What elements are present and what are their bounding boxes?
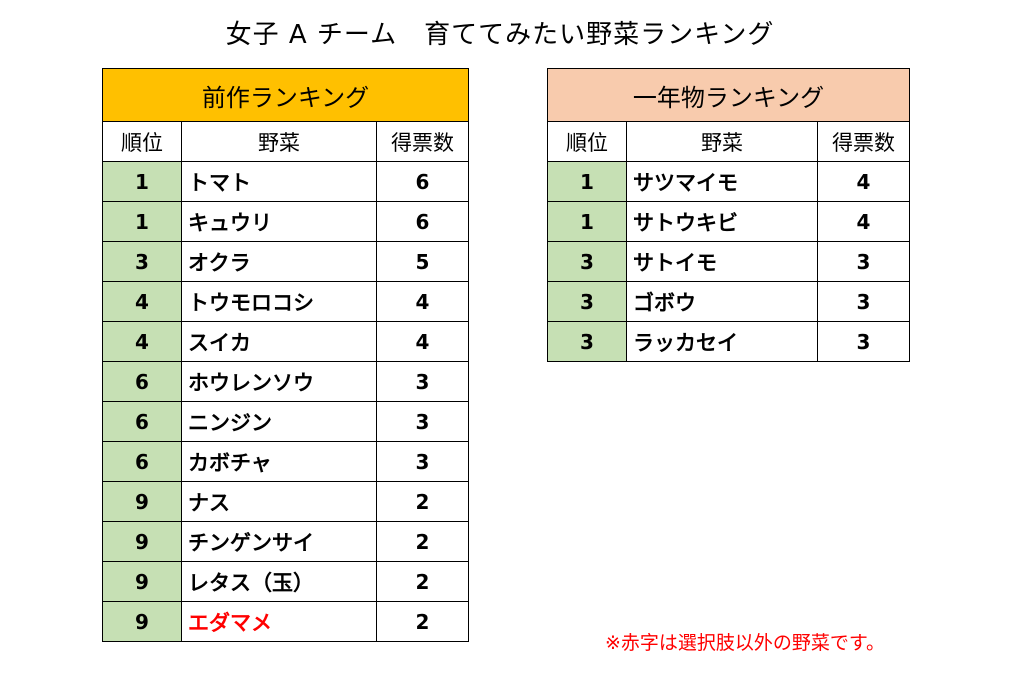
- table-row: 9 エダマメ 2: [102, 601, 469, 642]
- votes-cell: 2: [376, 521, 469, 562]
- table-row: 6 ニンジン 3: [102, 401, 469, 442]
- rank-cell: 9: [102, 601, 182, 642]
- vegetable-cell: カボチャ: [181, 441, 377, 482]
- previous-ranking-table: 前作ランキング 順位 野菜 得票数 1 トマト 6 1 キュウリ 6 3 オクラ 5 4 トウモロコ…: [102, 68, 469, 642]
- rank-cell: 9: [102, 561, 182, 602]
- vegetable-cell: サツマイモ: [626, 161, 818, 202]
- votes-cell: 3: [817, 241, 910, 282]
- votes-cell: 6: [376, 201, 469, 242]
- vegetable-cell: レタス（玉）: [181, 561, 377, 602]
- rank-cell: 6: [102, 441, 182, 482]
- column-header-rank: 順位: [547, 121, 627, 162]
- table-row: 4 トウモロコシ 4: [102, 281, 469, 322]
- rank-cell: 3: [547, 321, 627, 362]
- vegetable-cell: スイカ: [181, 321, 377, 362]
- votes-cell: 4: [817, 201, 910, 242]
- rank-cell: 4: [102, 281, 182, 322]
- rank-cell: 9: [102, 481, 182, 522]
- votes-cell: 3: [817, 321, 910, 362]
- vegetable-cell: ホウレンソウ: [181, 361, 377, 402]
- column-header-votes: 得票数: [817, 121, 910, 162]
- vegetable-cell: オクラ: [181, 241, 377, 282]
- rank-cell: 4: [102, 321, 182, 362]
- table-row: 3 サトイモ 3: [547, 241, 910, 282]
- footnote: ※赤字は選択肢以外の野菜です。: [605, 632, 886, 654]
- vegetable-cell: トウモロコシ: [181, 281, 377, 322]
- table-row: 1 キュウリ 6: [102, 201, 469, 242]
- vegetable-cell: ナス: [181, 481, 377, 522]
- table-row: 9 チンゲンサイ 2: [102, 521, 469, 562]
- table-row: 6 ホウレンソウ 3: [102, 361, 469, 402]
- table-row: 6 カボチャ 3: [102, 441, 469, 482]
- previous-ranking-heading: 前作ランキング: [102, 68, 469, 122]
- rank-cell: 3: [102, 241, 182, 282]
- table-row: 1 サツマイモ 4: [547, 161, 910, 202]
- votes-cell: 4: [817, 161, 910, 202]
- votes-cell: 3: [817, 281, 910, 322]
- rank-cell: 9: [102, 521, 182, 562]
- rank-cell: 1: [547, 201, 627, 242]
- vegetable-cell: サトイモ: [626, 241, 818, 282]
- table-row: 4 スイカ 4: [102, 321, 469, 362]
- rank-cell: 6: [102, 361, 182, 402]
- vegetable-cell: ニンジン: [181, 401, 377, 442]
- vegetable-cell: キュウリ: [181, 201, 377, 242]
- rank-cell: 3: [547, 281, 627, 322]
- table-row: 9 ナス 2: [102, 481, 469, 522]
- vegetable-cell: トマト: [181, 161, 377, 202]
- votes-cell: 4: [376, 281, 469, 322]
- column-header-vegetable: 野菜: [626, 121, 818, 162]
- votes-cell: 6: [376, 161, 469, 202]
- column-header-vegetable: 野菜: [181, 121, 377, 162]
- column-header-votes: 得票数: [376, 121, 469, 162]
- annual-ranking-heading: 一年物ランキング: [547, 68, 910, 122]
- annual-ranking-table: 一年物ランキング 順位 野菜 得票数 1 サツマイモ 4 1 サトウキビ 4 3 サトイモ 3 3…: [547, 68, 910, 362]
- rank-cell: 1: [102, 201, 182, 242]
- column-header-rank: 順位: [102, 121, 182, 162]
- table-row: 1 サトウキビ 4: [547, 201, 910, 242]
- vegetable-cell: ラッカセイ: [626, 321, 818, 362]
- votes-cell: 4: [376, 321, 469, 362]
- table-row: 3 ゴボウ 3: [547, 281, 910, 322]
- votes-cell: 3: [376, 361, 469, 402]
- rank-cell: 6: [102, 401, 182, 442]
- table-row: 3 オクラ 5: [102, 241, 469, 282]
- table-row: 3 ラッカセイ 3: [547, 321, 910, 362]
- vegetable-cell: ゴボウ: [626, 281, 818, 322]
- vegetable-cell: エダマメ: [181, 601, 377, 642]
- votes-cell: 2: [376, 481, 469, 522]
- table-row: 9 レタス（玉） 2: [102, 561, 469, 602]
- votes-cell: 2: [376, 601, 469, 642]
- votes-cell: 3: [376, 401, 469, 442]
- rank-cell: 1: [102, 161, 182, 202]
- votes-cell: 3: [376, 441, 469, 482]
- vegetable-cell: チンゲンサイ: [181, 521, 377, 562]
- votes-cell: 5: [376, 241, 469, 282]
- rank-cell: 3: [547, 241, 627, 282]
- vegetable-cell: サトウキビ: [626, 201, 818, 242]
- table-row: 1 トマト 6: [102, 161, 469, 202]
- rank-cell: 1: [547, 161, 627, 202]
- votes-cell: 2: [376, 561, 469, 602]
- page-title: 女子 A チーム 育ててみたい野菜ランキング: [225, 20, 775, 50]
